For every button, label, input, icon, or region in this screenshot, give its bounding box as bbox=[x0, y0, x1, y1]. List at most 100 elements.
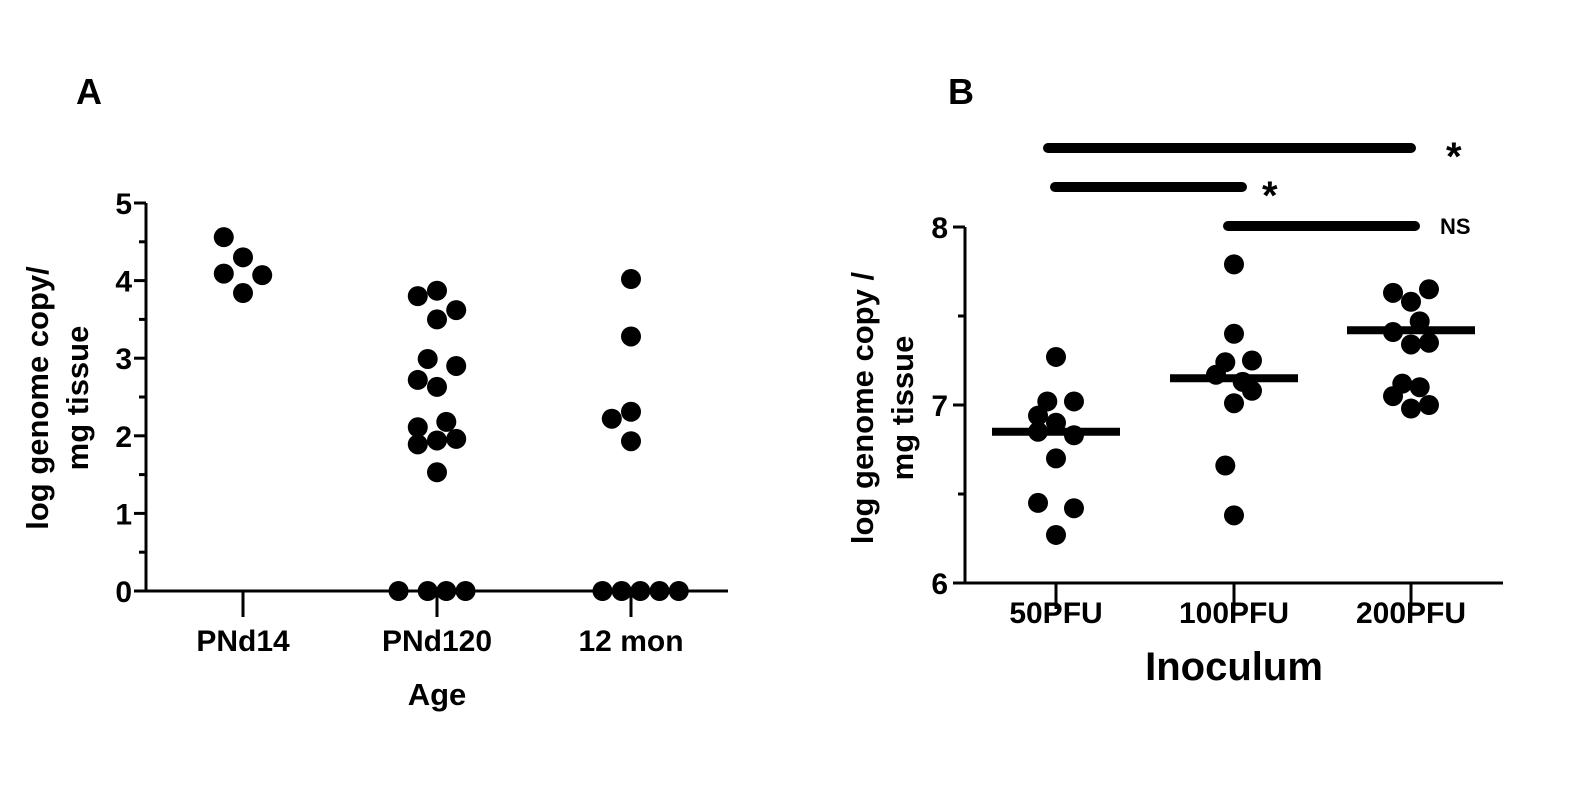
panel-b-data-point bbox=[1241, 380, 1262, 401]
panel-a-y-tick-label: 1 bbox=[115, 498, 132, 531]
panel-a-ylabel-line-2: mg tissue bbox=[60, 326, 95, 471]
panel-b-data-point bbox=[1383, 386, 1404, 407]
panel-b-data-point bbox=[1409, 377, 1430, 398]
panel-a-data-point bbox=[233, 247, 253, 268]
panel-b-data-point bbox=[1028, 421, 1049, 442]
panel-b-x-tick-label-2: 200PFU bbox=[1356, 597, 1466, 630]
panel-b-data-point bbox=[1383, 322, 1404, 343]
panel-b-data-point bbox=[1224, 393, 1244, 414]
panel-b-y-ticks: 6 7 8 bbox=[931, 212, 1413, 609]
panel-a-data-point bbox=[649, 581, 670, 601]
panel-b-y-tick-label: 7 bbox=[931, 390, 948, 423]
panel-a-data-point bbox=[417, 581, 438, 601]
panel-b-data-point bbox=[1224, 323, 1244, 344]
panel-b-label: B bbox=[948, 71, 974, 112]
panel-a-y-tick-label: 2 bbox=[115, 421, 132, 454]
panel-a-data-point bbox=[252, 265, 273, 286]
panel-a-data-point bbox=[407, 286, 428, 307]
panel-a-data-point bbox=[446, 300, 467, 321]
panel-b-data-point bbox=[1224, 505, 1244, 526]
panel-b-x-tick-label-0: 50PFU bbox=[1009, 597, 1102, 630]
panel-a-data-point bbox=[427, 462, 447, 483]
panel-b-ylabel-line-1: log genome copy / bbox=[845, 272, 880, 545]
panel-b-data-point bbox=[1418, 279, 1439, 300]
panel-b-ylabel-line-2: mg tissue bbox=[885, 336, 920, 481]
panel-b-data-point bbox=[1224, 254, 1244, 275]
panel-b-data-point bbox=[1028, 405, 1049, 426]
panel-b-x-axis-title: Inoculum bbox=[1145, 645, 1323, 689]
panel-a-data-point bbox=[630, 581, 651, 601]
panel-a-x-ticks: PNd14 PNd120 12 mon bbox=[196, 625, 683, 658]
panel-a-data-point bbox=[436, 581, 457, 601]
panel-a-y-tick-label: 5 bbox=[115, 188, 132, 221]
panel-a-data-point bbox=[417, 348, 438, 369]
panel-b-data-point bbox=[1215, 455, 1236, 476]
panel-b-x-ticks: 50PFU 100PFU 200PFU bbox=[1009, 597, 1466, 630]
panel-b-x-tick-label-1: 100PFU bbox=[1179, 597, 1289, 630]
panel-a-data-point bbox=[427, 280, 447, 301]
panel-a-data-point bbox=[436, 411, 457, 432]
panel-a-data-point bbox=[621, 326, 641, 347]
panel-a-data-point bbox=[213, 227, 234, 248]
panel-b-points bbox=[1028, 254, 1439, 545]
panel-b-data-point bbox=[1401, 398, 1421, 419]
panel-b-data-point bbox=[1241, 350, 1262, 371]
panel-a-data-point bbox=[611, 581, 632, 601]
panel-a-x-axis-title: Age bbox=[408, 677, 467, 712]
panel-a-data-point bbox=[601, 408, 622, 429]
panel-b-data-point bbox=[1063, 391, 1084, 412]
panel-a-chart: A log genome copy/ mg tissue 0 1 2 3 4 5 PNd1… bbox=[20, 71, 728, 712]
panel-a-data-point bbox=[621, 431, 641, 452]
panel-a-data-point bbox=[233, 283, 253, 304]
comparison-label-100-vs-200: NS bbox=[1440, 214, 1471, 239]
panel-a-y-tick-label: 0 bbox=[115, 576, 132, 609]
panel-b-data-point bbox=[1037, 391, 1058, 412]
panel-a-y-axis-title: log genome copy/ mg tissue bbox=[20, 266, 95, 530]
panel-b-data-point bbox=[1383, 282, 1404, 303]
panel-b-chart: B log genome copy / mg tissue 6 7 8 50PFU … bbox=[845, 71, 1503, 689]
panel-a-data-point bbox=[407, 434, 428, 455]
comparison-label-50-vs-100: * bbox=[1262, 174, 1278, 218]
panel-a-ylabel-line-1: log genome copy/ bbox=[20, 266, 55, 530]
panel-a-data-point bbox=[446, 428, 467, 449]
panel-b-y-tick-label: 6 bbox=[931, 568, 948, 601]
panel-a-data-point bbox=[407, 417, 428, 438]
panel-a-data-point bbox=[407, 369, 428, 390]
panel-b-data-point bbox=[1418, 332, 1439, 353]
panel-a-y-tick-label: 3 bbox=[115, 343, 132, 376]
panel-b-y-tick-label: 8 bbox=[931, 212, 948, 245]
panel-a-data-point bbox=[621, 269, 641, 290]
panel-a-data-point bbox=[427, 309, 447, 330]
panel-a-x-tick-label-1: PNd120 bbox=[382, 625, 492, 658]
panel-b-data-point bbox=[1409, 311, 1430, 332]
panel-b-data-point bbox=[1046, 524, 1066, 545]
panel-a-x-tick-label-2: 12 mon bbox=[578, 625, 683, 658]
panel-b-data-point bbox=[1401, 291, 1421, 312]
panel-b-y-axis-title: log genome copy / mg tissue bbox=[845, 272, 920, 545]
panel-a-data-point bbox=[427, 430, 447, 451]
panel-a-data-point bbox=[213, 263, 234, 284]
panel-a-data-point bbox=[446, 355, 467, 376]
panel-b-data-point bbox=[1063, 498, 1084, 519]
panel-b-data-point bbox=[1418, 395, 1439, 415]
panel-a-data-point bbox=[455, 581, 476, 601]
panel-b-comparison-brackets: * * NS bbox=[1043, 135, 1471, 239]
panel-b-data-point bbox=[1046, 412, 1066, 433]
panel-a-data-point bbox=[592, 581, 613, 601]
panel-b-data-point bbox=[1046, 448, 1066, 469]
comparison-label-50-vs-200: * bbox=[1446, 135, 1462, 179]
panel-a-data-point bbox=[668, 581, 689, 601]
panel-b-data-point bbox=[1206, 364, 1227, 385]
panel-a-x-tick-label-0: PNd14 bbox=[196, 625, 290, 658]
panel-a-label: A bbox=[76, 71, 102, 112]
panel-b-data-point bbox=[1046, 346, 1066, 367]
panel-a-y-ticks: 0 1 2 3 4 5 bbox=[115, 188, 633, 617]
panel-b-data-point bbox=[1063, 425, 1084, 446]
panel-a-data-point bbox=[427, 376, 447, 397]
panel-b-data-point bbox=[1028, 492, 1049, 513]
panel-a-y-tick-label: 4 bbox=[115, 266, 132, 299]
panel-a-data-point bbox=[388, 581, 409, 601]
panel-b-data-point bbox=[1401, 334, 1421, 355]
